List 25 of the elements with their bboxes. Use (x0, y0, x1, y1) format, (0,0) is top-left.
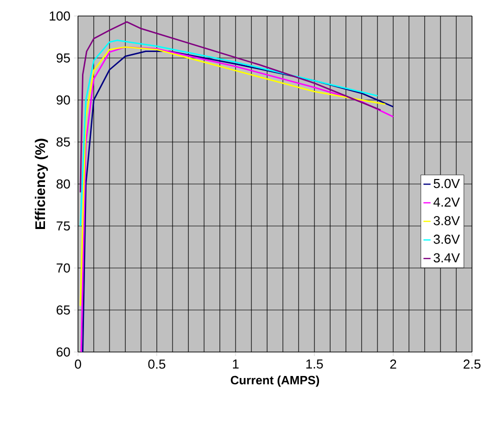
line-series (80, 21, 382, 194)
legend-label: 5.0V (434, 178, 460, 188)
x-tick-label: 2 (390, 360, 396, 369)
line-series (80, 46, 386, 306)
y-tick-label: 90 (56, 95, 70, 105)
y-tick-label: 85 (56, 137, 70, 147)
y-axis-title: Efficiency (%) (34, 138, 48, 229)
legend-label: 3.6V (434, 234, 460, 244)
y-tick-label: 70 (56, 263, 70, 273)
legend-label: 4.2V (433, 197, 460, 207)
x-tick-label: 0.5 (148, 360, 166, 369)
legend-label: 3.8V (434, 216, 460, 226)
y-tick-label: 75 (56, 221, 70, 231)
x-tick-label: 1.5 (306, 360, 323, 369)
y-tick-label: 100 (50, 11, 70, 21)
y-tick-label: 65 (56, 305, 70, 315)
legend-label: 3.4V (434, 253, 460, 262)
y-tick-label: 95 (56, 53, 70, 63)
x-axis-title: Current (AMPS) (230, 376, 320, 387)
y-tick-label: 60 (56, 347, 70, 357)
x-tick-label: 2.5 (464, 360, 480, 369)
line-series (80, 40, 378, 227)
x-tick-label: 0 (74, 360, 82, 369)
y-tick-label: 80 (56, 179, 70, 189)
x-tick-label: 1 (232, 360, 239, 368)
